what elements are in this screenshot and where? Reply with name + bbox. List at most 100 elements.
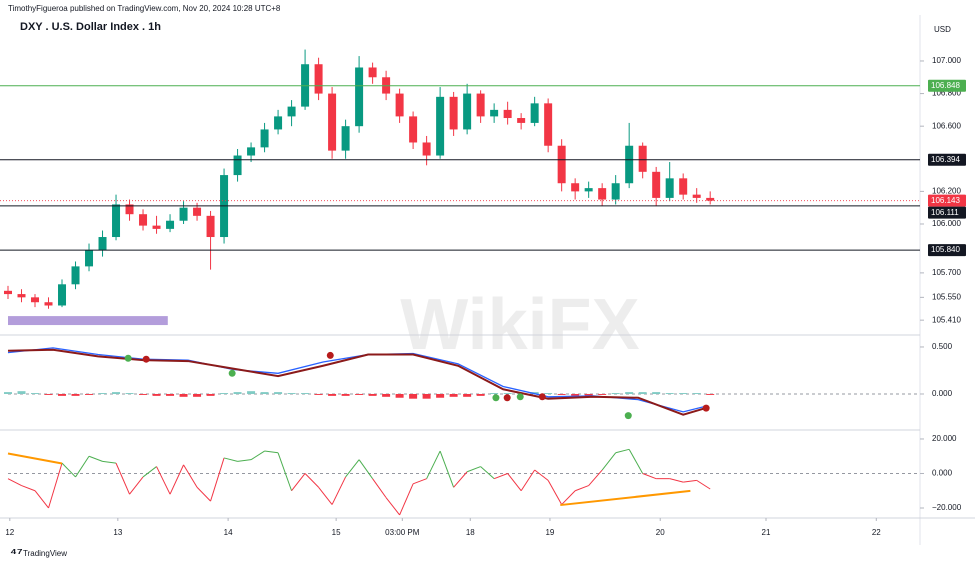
oscillator-segment	[642, 473, 657, 480]
oscillator-segment	[183, 464, 198, 488]
candle-body	[139, 214, 148, 226]
histogram-bar	[368, 393, 377, 396]
candle-body	[341, 126, 350, 151]
histogram-bar	[328, 393, 337, 396]
cross-marker	[538, 393, 546, 401]
histogram-bar	[557, 393, 566, 395]
oscillator-segment	[304, 473, 319, 488]
x-tick-label: 03:00 PM	[385, 528, 420, 537]
y-tick-label: 20.000	[932, 434, 957, 443]
oscillator-segment	[385, 497, 401, 516]
oscillator-segment	[358, 459, 374, 479]
histogram-bar	[638, 392, 647, 394]
candle-body	[544, 103, 553, 146]
histogram-bar	[355, 393, 364, 395]
attribution: TimothyFigueroa published on TradingView…	[8, 4, 281, 13]
oscillator-segment	[318, 486, 333, 505]
cross-marker	[492, 394, 500, 402]
candle-body	[247, 147, 256, 156]
histogram-bar	[706, 393, 715, 395]
level-label: 106.111	[931, 208, 959, 217]
oscillator-segment	[21, 485, 36, 492]
level-label: 106.143	[931, 196, 960, 205]
level-label-box	[928, 194, 966, 207]
cross-marker	[624, 412, 632, 420]
oscillator-segment	[574, 485, 589, 492]
currency: USD	[934, 25, 951, 34]
candle-body	[490, 109, 499, 117]
candle-body	[85, 250, 94, 267]
oscillator-segment	[669, 478, 684, 483]
candle-body	[31, 297, 40, 303]
histogram-bar	[220, 393, 229, 394]
candle-body	[4, 290, 12, 295]
x-tick-label: 15	[332, 528, 341, 537]
candle-body	[409, 116, 418, 143]
oscillator-segment	[588, 469, 603, 486]
histogram-bar	[571, 393, 580, 396]
cross-marker	[516, 393, 524, 401]
histogram-bar	[314, 393, 323, 395]
histogram-bar	[665, 393, 674, 394]
candle-body	[206, 215, 215, 238]
candle-body	[584, 188, 593, 192]
candle-body	[193, 207, 202, 216]
histogram-bar	[152, 393, 161, 396]
level-label-box	[928, 244, 966, 257]
y-tick-label: 106.800	[932, 89, 961, 98]
histogram-bar	[584, 393, 593, 396]
candle-body	[530, 103, 539, 123]
oscillator-segment	[7, 478, 22, 487]
y-tick-label: 106.200	[932, 186, 961, 195]
oscillator-segment	[250, 450, 265, 461]
x-tick-label: 12	[5, 528, 14, 537]
histogram-bar	[31, 393, 40, 394]
histogram-bar	[422, 393, 431, 399]
candle-body	[503, 109, 512, 119]
oscillator-segment	[534, 469, 549, 481]
divergence-line	[7, 452, 63, 465]
candle-body	[422, 142, 431, 156]
oscillator-segment	[61, 462, 76, 478]
histogram-bar	[503, 393, 512, 394]
oscillator-segment	[345, 459, 360, 478]
histogram-bar	[679, 393, 688, 394]
candle-body	[436, 96, 445, 156]
candle-body	[665, 178, 674, 198]
histogram-bar	[395, 393, 404, 398]
oscillator-segment	[115, 462, 130, 495]
oscillator-segment	[75, 455, 90, 478]
candle-body	[679, 178, 688, 195]
x-tick-label: 20	[656, 528, 665, 537]
histogram-bar	[206, 393, 215, 396]
candle-body	[611, 183, 620, 200]
oscillator-segment	[372, 478, 387, 498]
candle-body	[449, 96, 458, 130]
histogram-bar	[301, 393, 310, 394]
histogram-bar	[17, 391, 26, 394]
histogram-bar	[611, 393, 620, 394]
level-label: 105.840	[931, 245, 960, 254]
candle-body	[287, 106, 296, 117]
y-tick-label: 105.700	[932, 268, 961, 277]
oscillator-segment	[196, 486, 211, 502]
y-tick-label: 0.000	[932, 389, 953, 398]
oscillator-segment	[453, 471, 468, 488]
oscillator-segment	[291, 473, 306, 492]
y-tick-label: 106.000	[932, 219, 961, 228]
oscillator-segment	[34, 490, 49, 509]
candle-body	[125, 204, 134, 215]
histogram-bar	[490, 393, 499, 394]
oscillator-segment	[102, 460, 117, 464]
oscillator-segment	[129, 476, 144, 495]
candle-body	[44, 302, 53, 306]
oscillator-segment	[412, 478, 427, 485]
candle-body	[368, 67, 377, 78]
candle-body	[314, 64, 323, 94]
cross-marker	[702, 404, 710, 412]
level-label-box	[928, 79, 966, 92]
candle-body	[625, 145, 634, 184]
oscillator-segment	[696, 479, 711, 490]
level-label-box	[928, 206, 966, 219]
